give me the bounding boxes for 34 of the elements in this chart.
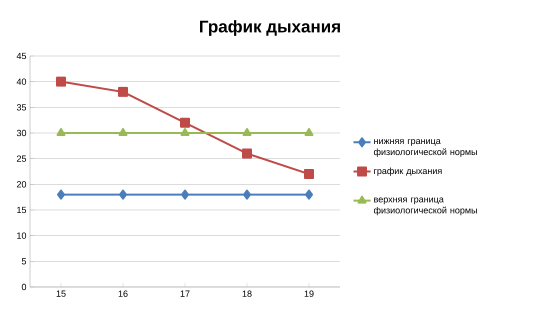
y-tick-label: 5 [22,258,26,264]
point [118,128,128,136]
point [243,190,251,200]
point [119,190,128,200]
x-tick-label: 19 [304,290,314,297]
chart-title: График дыхания [200,20,340,36]
x-tick-label: 17 [180,290,190,297]
y-tick-label: 20 [16,181,26,188]
point [304,128,314,136]
point [180,128,190,136]
point [56,128,66,136]
legend-label: верхняя граница физиологической нормы [374,198,477,216]
y-tick-label: 0 [22,284,26,290]
legend-label: нижняя граница физиологической нормы [374,139,477,157]
x-tick-label: 16 [118,290,128,297]
point [242,148,252,159]
y-tick-label: 35 [16,104,26,111]
y-tick-label: 15 [17,206,26,214]
point [304,169,314,180]
point [242,128,252,136]
point [57,190,66,200]
y-tick-label: 25 [16,155,26,162]
x-tick-label: 15 [56,290,66,297]
point [56,76,66,87]
point [180,118,190,128]
y-tick-label: 40 [16,78,26,85]
point [118,86,128,97]
point [305,190,313,200]
y-tick-label: 10 [17,232,26,239]
x-tick-label: 18 [242,290,252,297]
point [181,190,189,200]
legend-label: график дыхания [374,167,442,176]
y-tick-label: 30 [16,130,26,136]
y-tick-label: 45 [16,52,26,60]
